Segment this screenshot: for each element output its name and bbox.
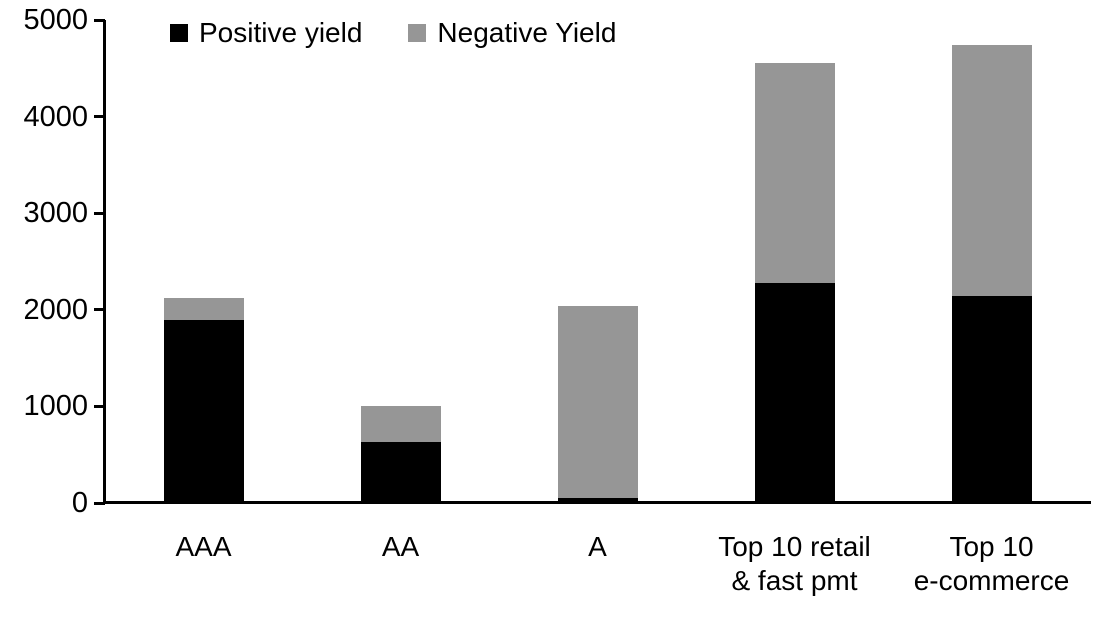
x-axis-label: AA xyxy=(381,531,420,562)
bar-segment-positive-yield xyxy=(163,320,244,503)
x-axis-label: Top 10 retail & fast pmt xyxy=(718,531,871,596)
bar-segment-positive-yield xyxy=(754,282,835,503)
bar-segment-negative-yield xyxy=(163,298,244,321)
y-axis-tick xyxy=(94,115,105,119)
bar-segment-negative-yield xyxy=(951,45,1032,297)
bar-segment-positive-yield xyxy=(557,498,638,503)
positive-yield-swatch-icon xyxy=(170,24,188,42)
bar-segment-negative-yield xyxy=(754,63,835,283)
bar-a xyxy=(557,305,638,503)
y-axis-tick xyxy=(94,18,105,22)
bar-aaa xyxy=(163,298,244,503)
y-axis-tick-label: 2000 xyxy=(23,293,88,326)
y-axis-tick-label: 4000 xyxy=(23,100,88,133)
y-axis-tick-label: 0 xyxy=(71,487,88,519)
bar-top-10-retail xyxy=(754,63,835,503)
chart-legend: Positive yield Negative Yield xyxy=(170,18,616,48)
y-axis-tick-label: 1000 xyxy=(23,390,88,423)
y-axis-tick-label: 3000 xyxy=(23,197,88,230)
x-axis-line xyxy=(103,501,1091,504)
bar-segment-positive-yield xyxy=(360,442,441,503)
x-axis-label: A xyxy=(588,531,607,562)
negative-yield-swatch-icon xyxy=(408,24,427,42)
y-axis-tick xyxy=(94,308,105,312)
bar-aa xyxy=(360,405,441,503)
legend-item-negative-yield: Negative Yield xyxy=(408,18,616,48)
x-axis-label: AAA xyxy=(175,531,232,562)
bar-segment-negative-yield xyxy=(360,405,441,443)
y-axis-tick xyxy=(94,404,105,408)
x-axis-label: Top 10 e-commerce xyxy=(913,531,1070,596)
bar-top-10 xyxy=(951,45,1032,503)
bar-segment-positive-yield xyxy=(951,296,1032,503)
legend-label-negative-yield: Negative Yield xyxy=(437,17,617,48)
plot-area xyxy=(105,20,1090,503)
legend-item-positive-yield: Positive yield xyxy=(170,18,362,48)
y-axis-tick xyxy=(94,501,105,505)
bar-segment-negative-yield xyxy=(557,305,638,499)
legend-label-positive-yield: Positive yield xyxy=(199,17,363,48)
x-axis-labels: AAA AA A Top 10 retail & fast pmt Top 10 e-c… xyxy=(105,530,1090,610)
y-axis-tick xyxy=(94,211,105,215)
y-axis-line xyxy=(103,20,106,503)
y-axis-tick-label: 5000 xyxy=(23,4,88,36)
